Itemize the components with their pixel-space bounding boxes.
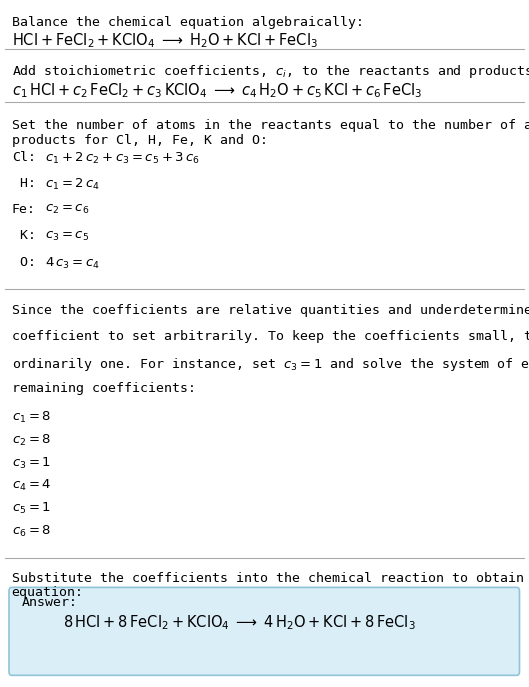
Text: $c_1 = 8$: $c_1 = 8$ (12, 410, 51, 425)
Text: remaining coefficients:: remaining coefficients: (12, 382, 196, 395)
Text: equation:: equation: (12, 586, 84, 599)
Text: $c_5 = 1$: $c_5 = 1$ (12, 501, 51, 516)
Text: coefficient to set arbitrarily. To keep the coefficients small, the arbitrary va: coefficient to set arbitrarily. To keep … (12, 330, 529, 343)
Text: $\mathrm{HCl + FeCl_2 + KClO_4}$$\;\longrightarrow\;$$\mathrm{H_2O + KCl + FeCl_: $\mathrm{HCl + FeCl_2 + KClO_4}$$\;\long… (12, 31, 317, 49)
Text: products for Cl, H, Fe, K and O:: products for Cl, H, Fe, K and O: (12, 134, 268, 147)
Text: $c_3 = c_5$: $c_3 = c_5$ (45, 229, 89, 243)
Text: Add stoichiometric coefficients, $c_i$, to the reactants and products:: Add stoichiometric coefficients, $c_i$, … (12, 63, 529, 80)
Text: $c_1\,\mathrm{HCl} + c_2\,\mathrm{FeCl_2} + c_3\,\mathrm{KClO_4}$$\;\longrightar: $c_1\,\mathrm{HCl} + c_2\,\mathrm{FeCl_2… (12, 81, 422, 100)
Text: $8\,\mathrm{HCl} + 8\,\mathrm{FeCl_2} + \mathrm{KClO_4}$$\;\longrightarrow\;$$4\: $8\,\mathrm{HCl} + 8\,\mathrm{FeCl_2} + … (63, 613, 416, 632)
FancyBboxPatch shape (9, 587, 519, 675)
Text: Fe:: Fe: (12, 203, 35, 216)
Text: K:: K: (12, 229, 35, 243)
Text: $c_1 + 2\,c_2 + c_3 = c_5 + 3\,c_6$: $c_1 + 2\,c_2 + c_3 = c_5 + 3\,c_6$ (45, 151, 200, 166)
Text: Balance the chemical equation algebraically:: Balance the chemical equation algebraica… (12, 16, 363, 29)
Text: $c_1 = 2\,c_4$: $c_1 = 2\,c_4$ (45, 177, 100, 192)
Text: O:: O: (12, 256, 35, 269)
Text: Answer:: Answer: (22, 596, 78, 609)
Text: Cl:: Cl: (12, 151, 35, 164)
Text: $c_2 = 8$: $c_2 = 8$ (12, 433, 51, 448)
Text: $c_2 = c_6$: $c_2 = c_6$ (45, 203, 89, 216)
Text: H:: H: (12, 177, 35, 190)
Text: Substitute the coefficients into the chemical reaction to obtain the balanced: Substitute the coefficients into the che… (12, 572, 529, 585)
Text: Since the coefficients are relative quantities and underdetermined, choose a: Since the coefficients are relative quan… (12, 304, 529, 317)
Text: $c_3 = 1$: $c_3 = 1$ (12, 455, 51, 471)
Text: ordinarily one. For instance, set $c_3 = 1$ and solve the system of equations fo: ordinarily one. For instance, set $c_3 =… (12, 356, 529, 373)
Text: $c_4 = 4$: $c_4 = 4$ (12, 478, 51, 493)
Text: Set the number of atoms in the reactants equal to the number of atoms in the: Set the number of atoms in the reactants… (12, 119, 529, 132)
Text: $c_6 = 8$: $c_6 = 8$ (12, 523, 51, 539)
Text: $4\,c_3 = c_4$: $4\,c_3 = c_4$ (45, 256, 100, 271)
